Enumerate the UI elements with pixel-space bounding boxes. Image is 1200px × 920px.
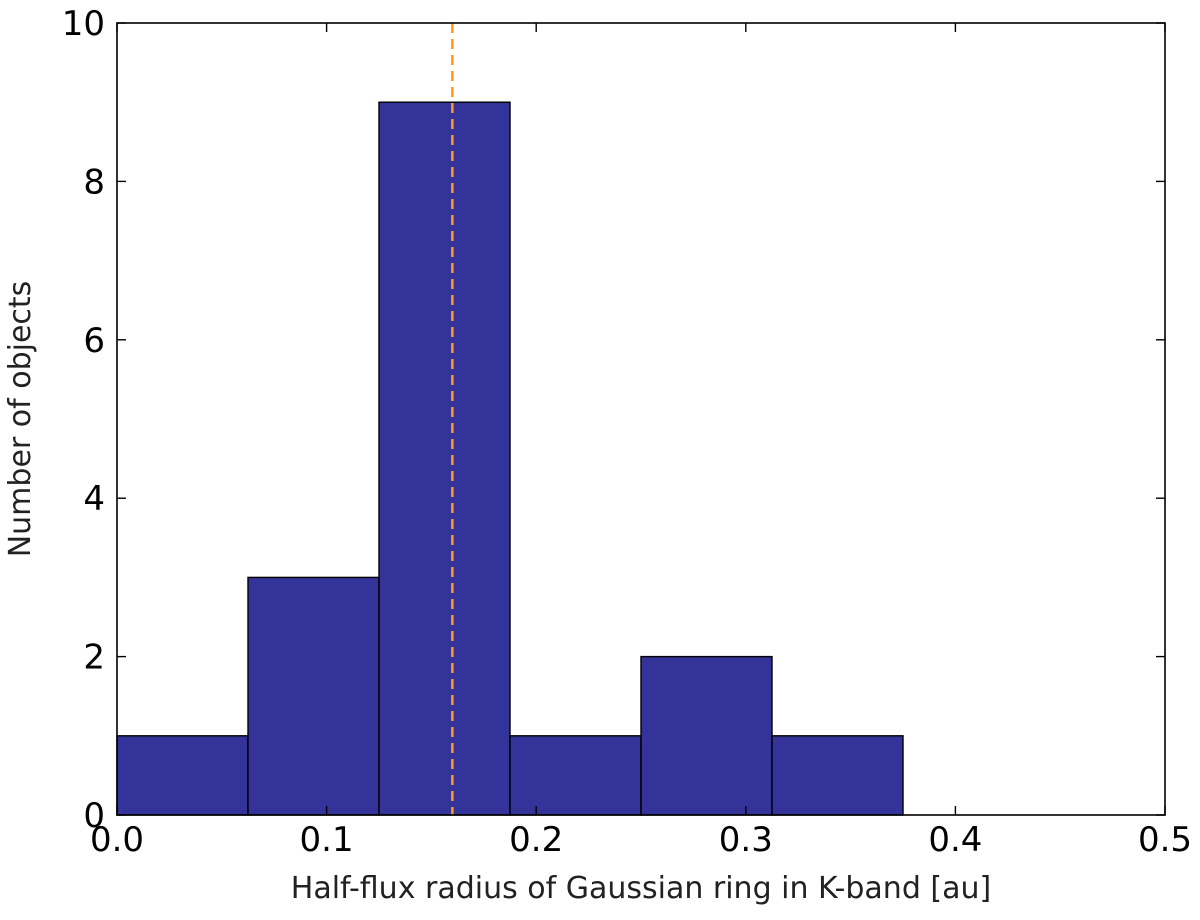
y-tick-label-5: 10 [62, 4, 105, 44]
plot-frame [116, 22, 1166, 816]
x-axis-label: Half-flux radius of Gaussian ring in K-b… [291, 871, 991, 906]
x-tick-label-2: 0.2 [509, 820, 563, 860]
ticks-group [116, 22, 1166, 816]
y-axis-label: Number of objects [3, 281, 38, 558]
x-tick-label-5: 0.5 [1138, 820, 1192, 860]
histogram-bar-5 [640, 655, 773, 816]
histogram-bar-6 [771, 735, 904, 816]
y-tick-label-3: 6 [83, 321, 105, 361]
y-tick-label-0: 0 [83, 796, 105, 836]
tick-labels-group: 0.0 0.1 0.2 0.3 0.4 0.5 0 2 4 6 8 10 [62, 4, 1192, 860]
histogram-bar-1 [116, 735, 249, 816]
x-tick-label-4: 0.4 [928, 820, 982, 860]
histogram-bar-4 [509, 735, 642, 816]
bars-group [116, 101, 904, 816]
histogram-bar-2 [247, 576, 380, 816]
x-tick-label-0: 0.0 [90, 820, 144, 860]
x-tick-label-1: 0.1 [300, 820, 354, 860]
histogram-bar-3 [378, 101, 511, 816]
x-tick-label-3: 0.3 [719, 820, 773, 860]
y-tick-label-2: 4 [83, 479, 105, 519]
y-tick-label-4: 8 [83, 162, 105, 202]
y-tick-label-1: 2 [83, 638, 105, 678]
